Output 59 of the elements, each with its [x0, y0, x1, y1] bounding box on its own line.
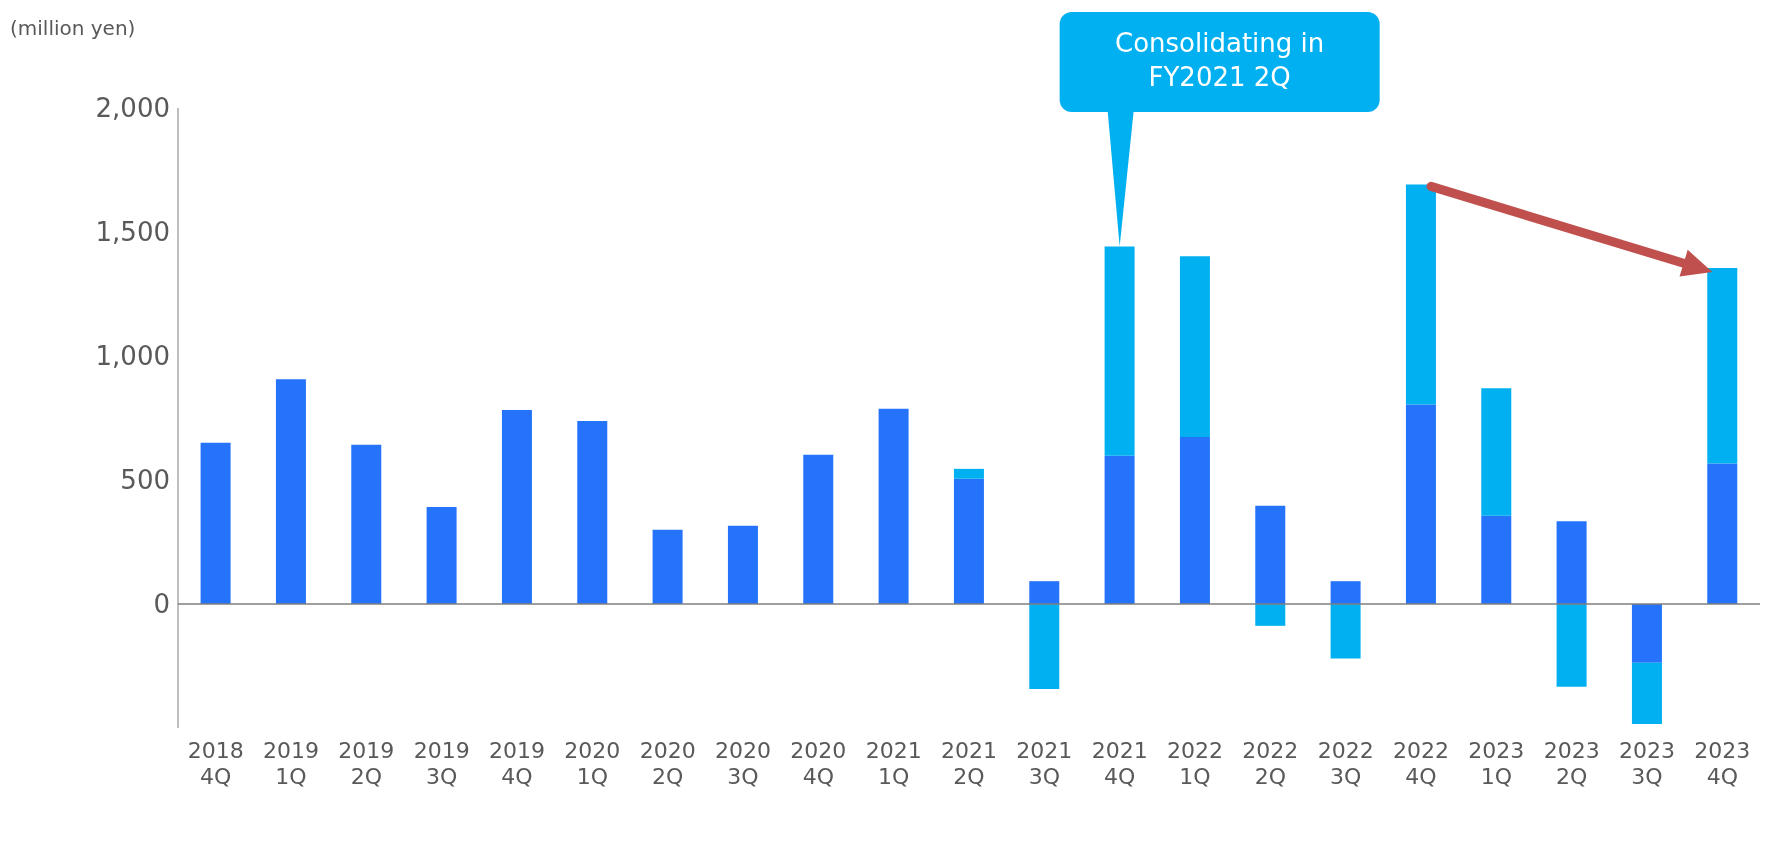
annotation: Consolidating in FY2021 2Q	[1114, 27, 1326, 94]
x-tick-label: 2019 3Q	[413, 738, 470, 789]
x-tick-label: 2022 1Q	[1167, 738, 1223, 789]
bar	[1707, 463, 1738, 604]
bar	[200, 442, 231, 604]
bar	[1556, 604, 1587, 687]
bar	[1405, 184, 1436, 405]
bar	[1707, 267, 1738, 464]
bar	[1255, 604, 1286, 626]
x-tick-label: 2023 4Q	[1694, 738, 1751, 789]
x-tick-label: 2019 2Q	[338, 738, 395, 789]
bar	[1104, 455, 1135, 604]
bar	[501, 410, 532, 604]
x-tick-label: 2021 1Q	[865, 738, 922, 789]
bar	[1481, 515, 1512, 604]
x-tick-label: 2020 4Q	[790, 738, 847, 789]
bar	[803, 454, 834, 604]
y-tick-label: 500	[120, 465, 170, 496]
x-tick-label: 2020 2Q	[639, 738, 696, 789]
x-tick-label: 2021 4Q	[1091, 738, 1148, 789]
bar	[1631, 604, 1662, 663]
bar	[1255, 505, 1286, 604]
x-tick-label: 2019 4Q	[489, 738, 545, 789]
bar	[652, 529, 683, 604]
bar	[953, 468, 984, 479]
bar	[1330, 604, 1361, 659]
x-tick-label: 2020 1Q	[564, 738, 621, 789]
bar	[1029, 604, 1060, 690]
bar	[878, 408, 909, 604]
bar	[426, 507, 457, 604]
bar	[1179, 256, 1210, 438]
y-tick-label: 2,000	[95, 93, 170, 124]
bar	[727, 525, 758, 604]
bar	[351, 444, 382, 604]
x-tick-label: 2023 2Q	[1543, 738, 1600, 789]
y-tick-label: 1,500	[95, 217, 170, 248]
bar	[1330, 581, 1361, 604]
x-tick-label: 2022 3Q	[1317, 738, 1374, 789]
x-tick-label: 2019 1Q	[263, 738, 319, 789]
x-tick-label: 2023 3Q	[1619, 738, 1675, 789]
bar	[1481, 388, 1512, 516]
x-tick-label: 2023 1Q	[1468, 738, 1525, 789]
x-tick-label: 2022 2Q	[1242, 738, 1299, 789]
x-tick-label: 2020 3Q	[715, 738, 771, 789]
bar	[1631, 662, 1662, 725]
y-tick-label: 1,000	[95, 341, 170, 372]
x-tick-label: 2018 4Q	[187, 738, 244, 789]
bar	[577, 420, 608, 604]
x-tick-label: 2021 3Q	[1016, 738, 1073, 789]
bar	[1556, 521, 1587, 604]
x-tick-label: 2022 4Q	[1393, 738, 1449, 789]
bar	[1029, 581, 1060, 604]
bar	[1179, 437, 1210, 604]
bar	[953, 478, 984, 604]
bar	[275, 379, 306, 604]
y-axis-title: (million yen)	[10, 16, 136, 40]
x-tick-label: 2021 2Q	[941, 738, 997, 789]
bar	[1405, 404, 1436, 604]
y-tick-label: 0	[153, 589, 170, 620]
